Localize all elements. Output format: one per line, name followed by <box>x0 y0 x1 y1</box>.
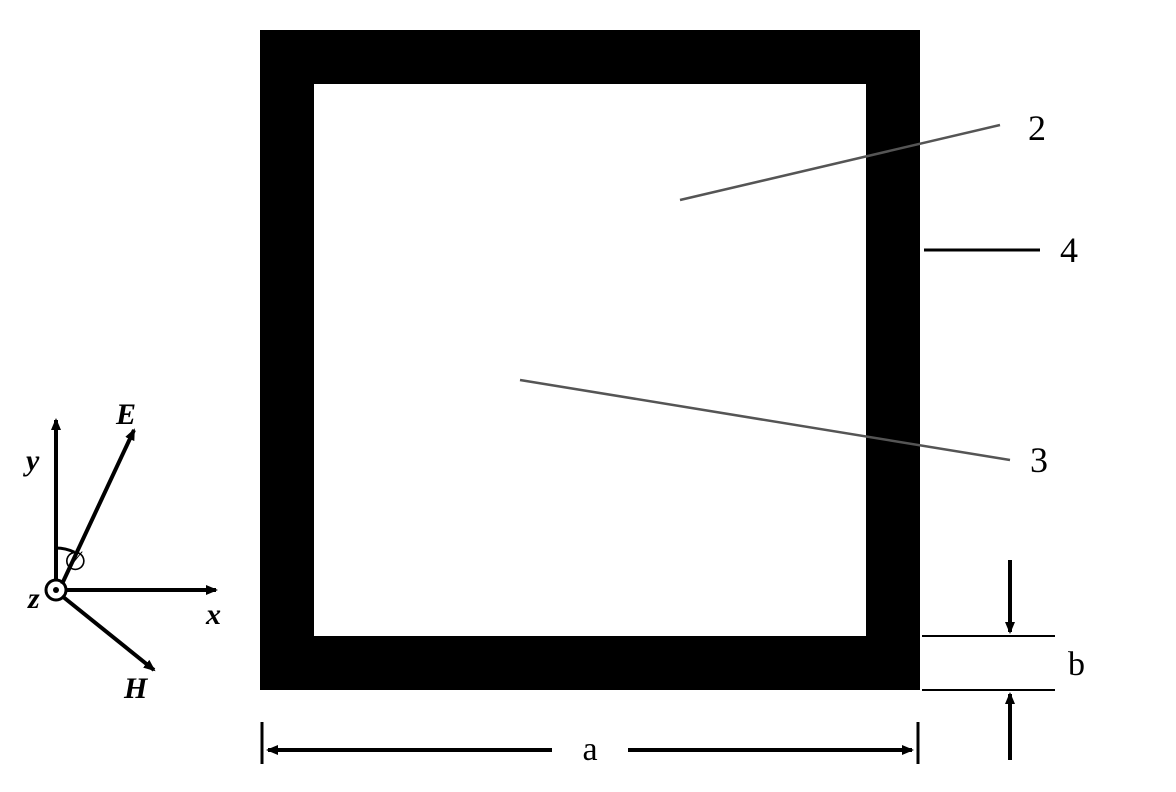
square-frame <box>260 30 920 690</box>
leader-label-3: 3 <box>1030 440 1048 480</box>
angle-label-phi: ∅ <box>64 547 87 576</box>
vector-label-H: H <box>123 672 149 705</box>
leader-label-4: 4 <box>1060 230 1078 270</box>
axis-label-x: x <box>205 598 221 631</box>
leader-label-2: 2 <box>1028 108 1046 148</box>
dimension-b: b <box>922 560 1085 760</box>
axis-label-z: z <box>27 582 40 615</box>
dimension-a-label: a <box>582 731 597 768</box>
vector-label-E: E <box>115 398 136 431</box>
square-frame-aperture <box>314 84 866 636</box>
dimension-b-label: b <box>1068 646 1085 683</box>
dimension-a: a <box>262 722 918 768</box>
axis-label-y: y <box>23 444 40 477</box>
leader-4: 4 <box>924 230 1078 270</box>
coordinate-axes: z y x E H ∅ <box>23 398 221 705</box>
